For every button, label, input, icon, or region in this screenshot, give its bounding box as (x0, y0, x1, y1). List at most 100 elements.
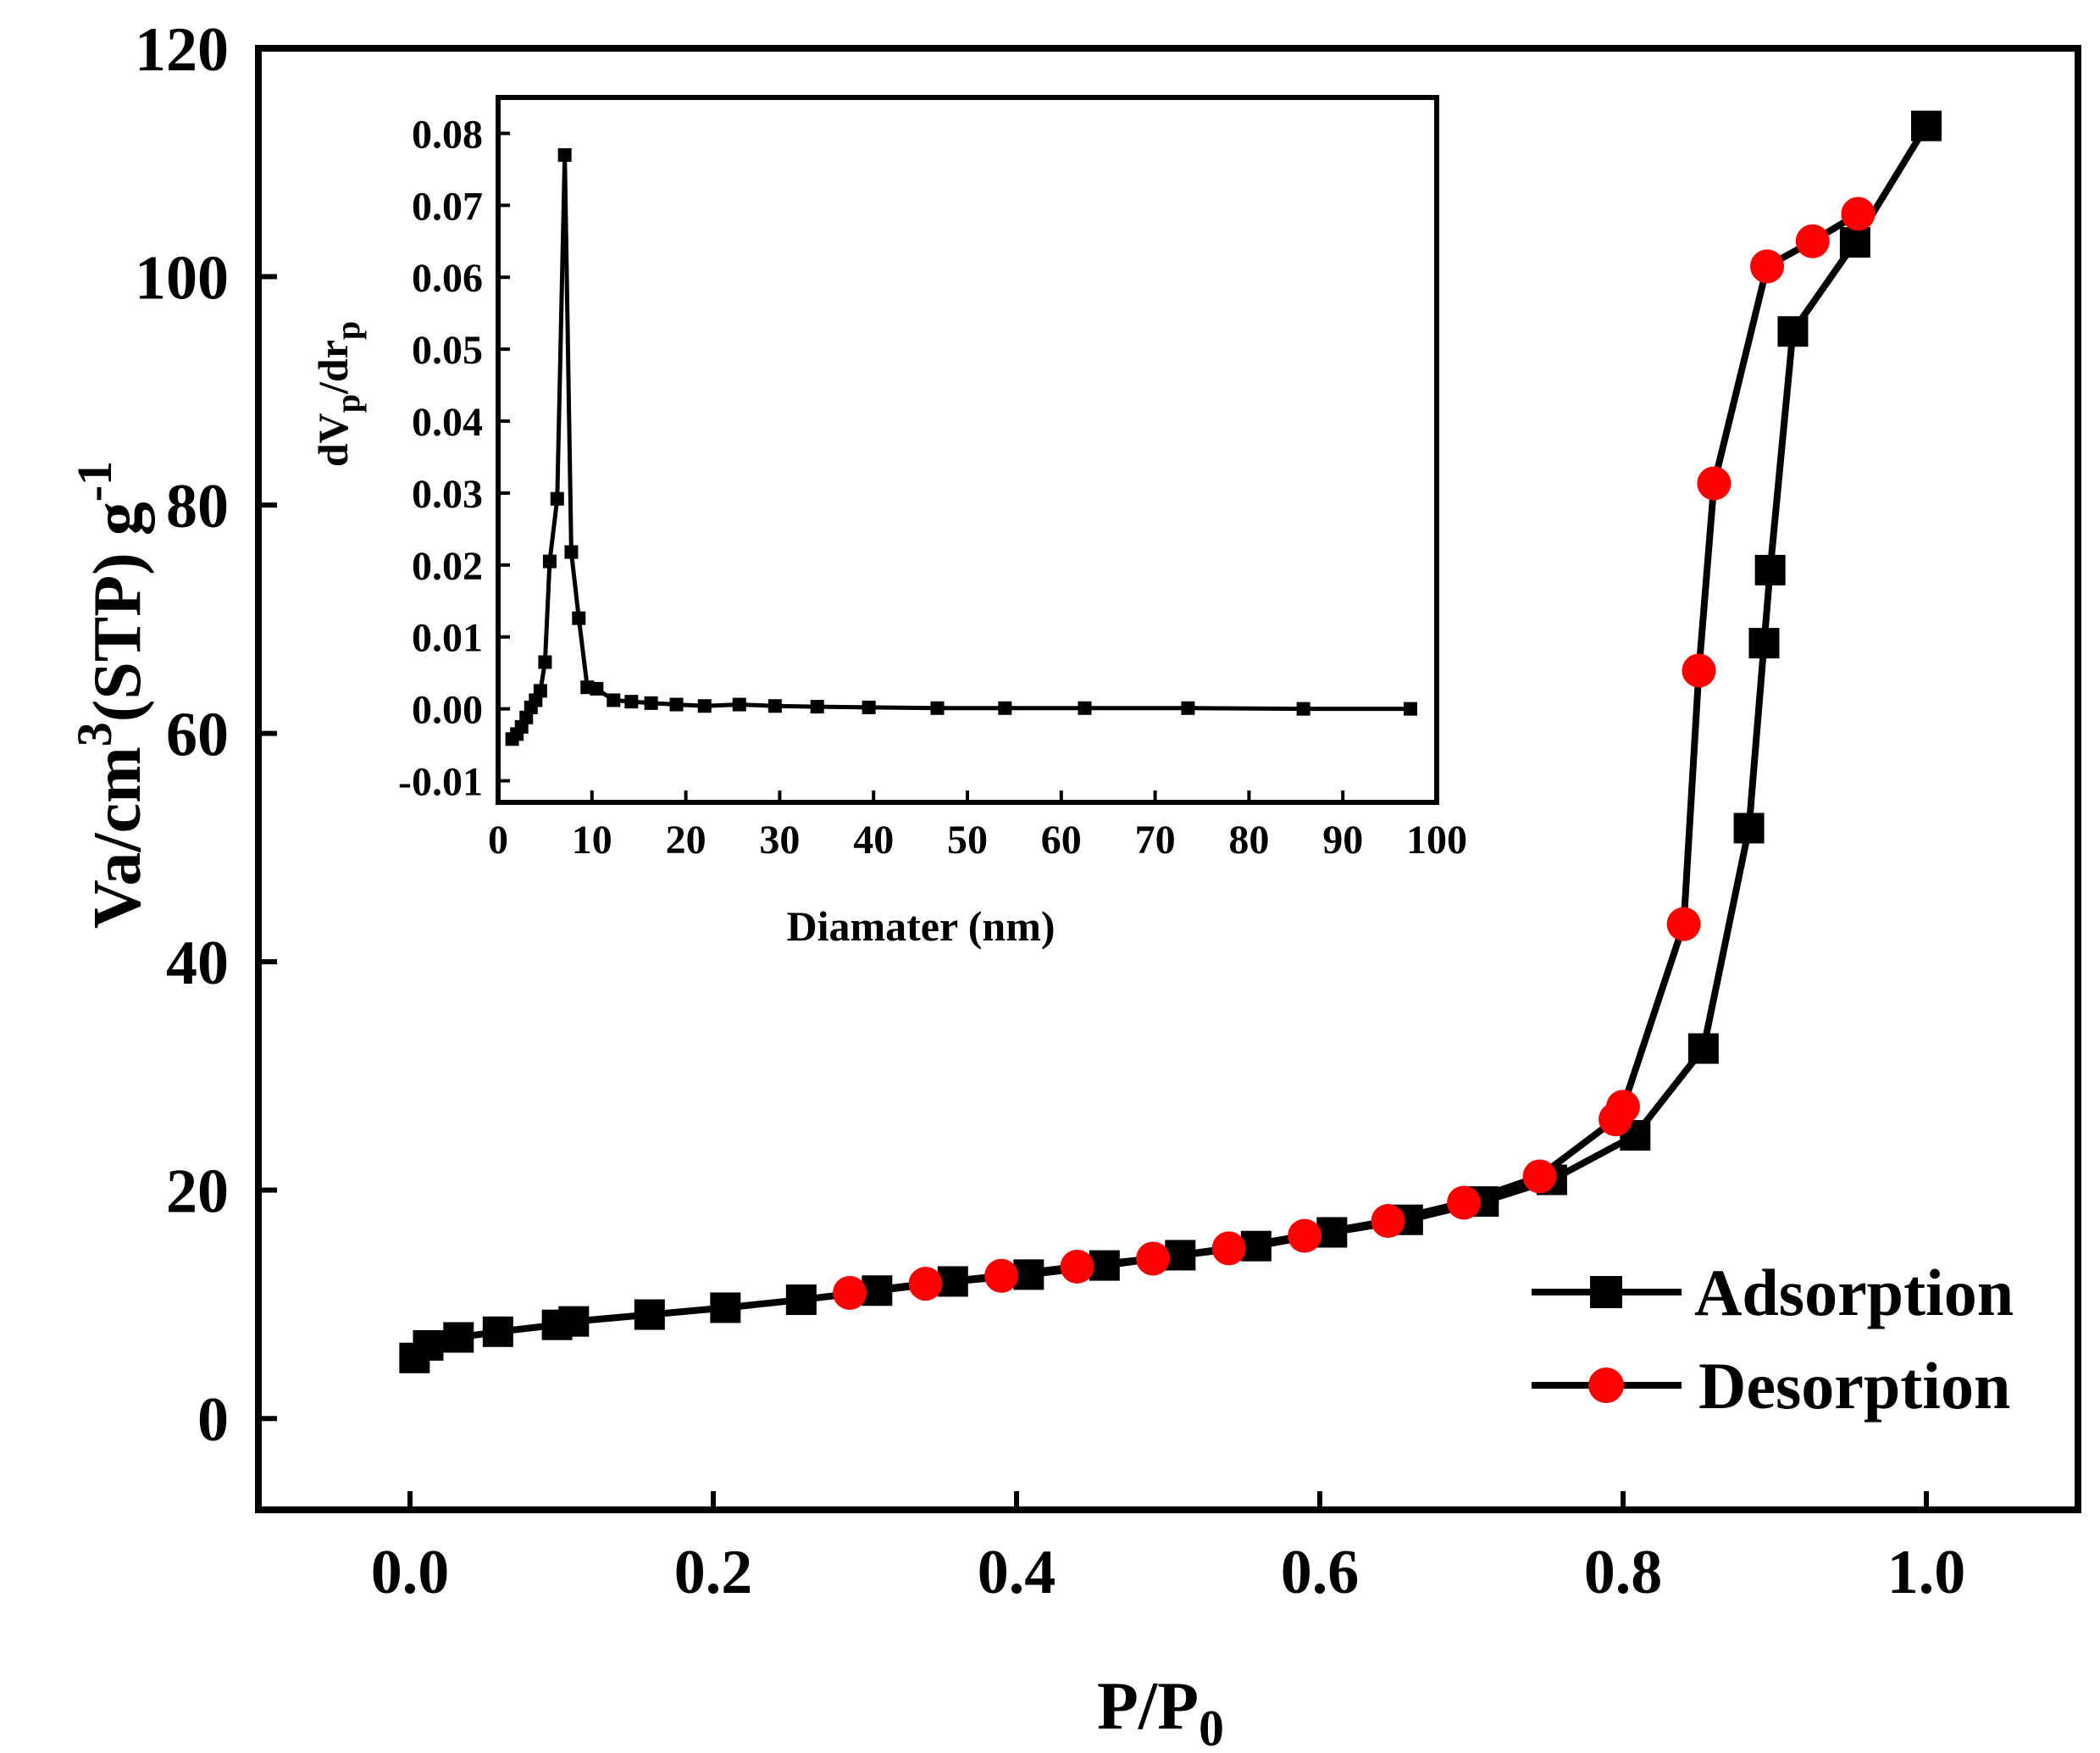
main-y-axis-title-sup2: -1 (67, 461, 122, 502)
desorption-point (1211, 1231, 1246, 1266)
legend: Adsorption Desorption (1532, 1256, 2014, 1423)
pore-size-point (538, 655, 552, 669)
pore-size-point (557, 147, 572, 162)
desorption-point (833, 1275, 867, 1310)
adsorption-point (482, 1316, 513, 1347)
adsorption-point (1013, 1259, 1044, 1290)
adsorption-point (443, 1322, 474, 1353)
inset-y-axis-title-sub2: p (329, 321, 367, 340)
inset-pore-size-chart: 0 10 20 30 40 50 60 70 80 90 100 -0.01 0.00 0.01 0.02… (309, 95, 1467, 950)
adsorption-point (1240, 1230, 1272, 1262)
main-x-tick-label: 0.4 (978, 1538, 1056, 1607)
desorption-point (1666, 907, 1701, 941)
desorption-point (1697, 466, 1732, 501)
main-y-axis-title: Va/cm3(STP) g-1 (67, 461, 155, 929)
desorption-point (1136, 1241, 1171, 1276)
adsorption-point (1089, 1250, 1120, 1281)
inset-y-tick-label: 0.01 (412, 616, 483, 661)
main-x-axis-title-text: P/P (1097, 1669, 1199, 1744)
inset-x-tick-label: 100 (1406, 818, 1467, 863)
desorption-point (1371, 1204, 1405, 1239)
adsorption-point (710, 1292, 741, 1323)
inset-y-tick-label: 0.04 (412, 400, 483, 445)
desorption-point (1606, 1090, 1640, 1124)
main-y-tick-label: 20 (166, 1157, 229, 1227)
inset-x-tick-label: 70 (1135, 818, 1176, 863)
adsorption-point (1687, 1033, 1719, 1064)
adsorption-point (1316, 1217, 1348, 1248)
inset-y-tick-label: 0.05 (412, 328, 483, 373)
main-x-tick-label: 0.2 (674, 1538, 753, 1607)
pore-size-point (732, 697, 746, 712)
inset-x-tick-label: 20 (666, 818, 706, 863)
adsorption-point (413, 1329, 444, 1361)
pore-size-point (564, 545, 579, 559)
pore-size-point (644, 696, 658, 710)
main-y-axis-title-sup1: 3 (67, 722, 122, 746)
inset-y-tick-label: 0.07 (412, 184, 483, 229)
adsorption-point (1733, 813, 1765, 844)
desorption-point (984, 1258, 1019, 1293)
legend-label-desorption: Desorption (1698, 1349, 2010, 1423)
pore-size-point (998, 701, 1012, 715)
desorption-point (1841, 197, 1876, 231)
adsorption-point (1777, 316, 1809, 347)
desorption-point (1288, 1218, 1322, 1253)
inset-plot-frame (496, 95, 1439, 805)
adsorption-point (1754, 554, 1786, 585)
inset-x-tick-label: 30 (759, 818, 800, 863)
inset-y-tick-label: 0.03 (412, 472, 483, 517)
desorption-point (1522, 1159, 1557, 1194)
adsorption-point (1839, 227, 1870, 258)
inset-y-tick-label: 0.00 (412, 688, 483, 733)
inset-x-tick-label: 60 (1041, 818, 1082, 863)
main-x-tick-label: 0.8 (1584, 1538, 1663, 1607)
desorption-point (1750, 249, 1785, 284)
pore-size-point (930, 701, 945, 715)
desorption-point (1060, 1249, 1094, 1284)
inset-x-axis-title: Diamater (nm) (786, 902, 1055, 950)
legend-item-desorption: Desorption (1532, 1349, 2010, 1423)
main-y-axis-title-mid: (STP) g (80, 502, 155, 722)
main-x-axis-title-sub: 0 (1199, 1700, 1224, 1753)
legend-label-adsorption: Adsorption (1694, 1256, 2014, 1329)
inset-x-tick-label: 10 (572, 818, 612, 863)
pore-size-point (862, 700, 876, 714)
main-x-tick-label: 0.0 (371, 1538, 450, 1607)
pore-size-point (810, 700, 824, 714)
main-x-axis-title: P/P0 (1097, 1669, 1224, 1753)
inset-y-tick-label: -0.01 (398, 760, 483, 805)
pore-size-point (1403, 702, 1417, 716)
legend-item-adsorption: Adsorption (1532, 1256, 2014, 1329)
main-y-tick-label: 40 (166, 929, 229, 998)
main-x-tick-label: 0.6 (1281, 1538, 1360, 1607)
pore-size-point (533, 684, 547, 698)
desorption-point (1795, 224, 1830, 258)
legend-circle-marker (1588, 1367, 1624, 1403)
main-x-tick-label: 1.0 (1887, 1538, 1966, 1607)
adsorption-point (785, 1284, 817, 1316)
pore-size-point (1078, 701, 1092, 715)
pore-size-point (607, 693, 621, 707)
pore-size-point (767, 699, 782, 713)
inset-y-axis-title: dVp/drp (309, 321, 367, 467)
main-y-tick-label: 100 (135, 244, 229, 313)
pore-size-point (542, 554, 557, 569)
inset-x-tick-label: 80 (1228, 818, 1269, 863)
adsorption-point (1748, 628, 1780, 659)
inset-x-tick-label: 50 (947, 818, 988, 863)
inset-y-axis-title-sub1: p (329, 394, 367, 413)
main-y-tick-label: 60 (166, 701, 229, 770)
pore-size-point (697, 699, 712, 713)
inset-y-axis-title-mid: /dr (309, 340, 357, 395)
desorption-point (1682, 653, 1716, 688)
inset-x-tick-label: 90 (1322, 818, 1363, 863)
adsorption-point (1911, 110, 1942, 141)
adsorption-point (558, 1306, 590, 1337)
main-y-tick-label: 0 (197, 1385, 229, 1455)
legend-square-marker (1590, 1276, 1622, 1308)
inset-y-tick-label: 0.08 (412, 112, 483, 157)
inset-y-axis-title-pre: dV (309, 413, 357, 467)
